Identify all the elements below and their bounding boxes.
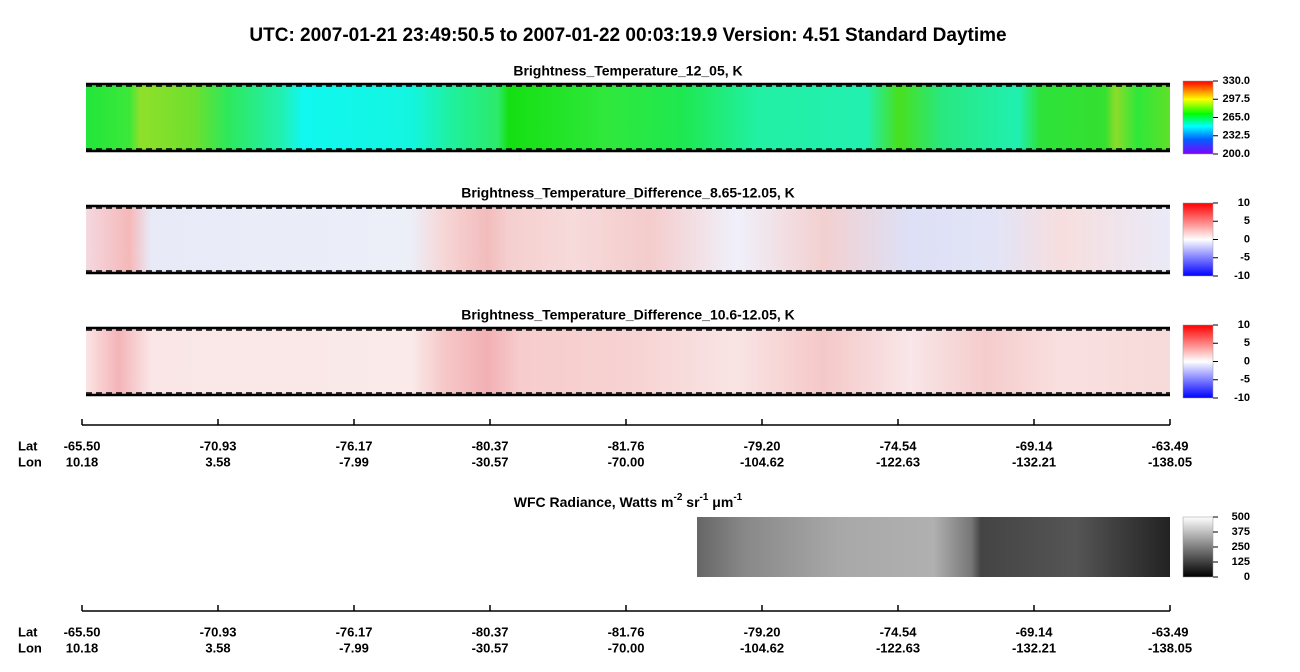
page-title: UTC: 2007-01-21 23:49:50.5 to 2007-01-22… xyxy=(249,25,1006,46)
axis-row-label: Lat xyxy=(18,624,38,639)
panel-image xyxy=(86,206,1170,273)
lon-label: -70.00 xyxy=(608,640,645,655)
title-part: sr xyxy=(682,494,700,510)
lon-label: -70.00 xyxy=(608,454,645,469)
colorbar-label: 10 xyxy=(1238,197,1250,209)
colorbar-label: 0 xyxy=(1244,571,1250,583)
colorbar-label: -5 xyxy=(1240,252,1250,264)
superscript: -1 xyxy=(700,492,709,503)
lat-label: -74.54 xyxy=(880,624,918,639)
lon-label: -122.63 xyxy=(876,640,920,655)
axis-row-label: Lon xyxy=(18,640,42,655)
lat-label: -70.93 xyxy=(200,624,237,639)
lat-label: -81.76 xyxy=(608,438,645,453)
colorbar xyxy=(1182,516,1214,578)
colorbar-label: 10 xyxy=(1238,319,1250,331)
panel-image xyxy=(86,84,1170,151)
wfc-image xyxy=(697,517,1170,577)
colorbar-label: -10 xyxy=(1234,392,1250,404)
axis-row-label: Lat xyxy=(18,438,38,453)
lat-label: -76.17 xyxy=(336,438,373,453)
lon-label: 10.18 xyxy=(66,640,99,655)
lon-label: -104.62 xyxy=(740,454,784,469)
panel-title: Brightness_Temperature_Difference_8.65-1… xyxy=(461,185,795,201)
lon-label: -7.99 xyxy=(339,640,369,655)
colorbar-label: 0 xyxy=(1244,355,1250,367)
colorbar-label: 0 xyxy=(1244,233,1250,245)
lat-label: -65.50 xyxy=(64,438,101,453)
colorbar-label: 297.5 xyxy=(1222,93,1250,105)
superscript: -2 xyxy=(673,492,682,503)
lon-label: -138.05 xyxy=(1148,640,1192,655)
colorbar-label: 232.5 xyxy=(1222,130,1250,142)
lat-label: -70.93 xyxy=(200,438,237,453)
lon-label: 3.58 xyxy=(205,640,230,655)
colorbar-label: -10 xyxy=(1234,270,1250,282)
panel-title: WFC Radiance, Watts m-2 sr-1 μm-1 xyxy=(514,492,743,510)
lon-label: 3.58 xyxy=(205,454,230,469)
lat-label: -63.49 xyxy=(1152,624,1189,639)
lat-label: -79.20 xyxy=(744,624,781,639)
lon-label: -7.99 xyxy=(339,454,369,469)
lat-label: -76.17 xyxy=(336,624,373,639)
lon-label: -132.21 xyxy=(1012,640,1056,655)
lat-label: -69.14 xyxy=(1016,624,1054,639)
colorbar-label: 5 xyxy=(1244,337,1250,349)
lat-label: -69.14 xyxy=(1016,438,1054,453)
lon-label: -30.57 xyxy=(472,454,509,469)
lat-label: -81.76 xyxy=(608,624,645,639)
lat-label: -65.50 xyxy=(64,624,101,639)
title-part: WFC Radiance, Watts m xyxy=(514,494,674,510)
colorbar-label: 200.0 xyxy=(1222,148,1250,160)
panel-title: Brightness_Temperature_12_05, K xyxy=(513,63,742,79)
lat-label: -80.37 xyxy=(472,438,509,453)
lon-label: -104.62 xyxy=(740,640,784,655)
colorbar-label: 265.0 xyxy=(1222,111,1250,123)
superscript: -1 xyxy=(733,492,742,503)
colorbar xyxy=(1182,324,1214,399)
lon-label: -132.21 xyxy=(1012,454,1056,469)
lat-label: -80.37 xyxy=(472,624,509,639)
colorbar-label: 5 xyxy=(1244,215,1250,227)
lat-label: -63.49 xyxy=(1152,438,1189,453)
colorbar-label: 330.0 xyxy=(1222,75,1250,87)
colorbar-label: 500 xyxy=(1232,511,1250,523)
lon-label: 10.18 xyxy=(66,454,99,469)
colorbar-label: 375 xyxy=(1232,526,1250,538)
lon-label: -30.57 xyxy=(472,640,509,655)
colorbar-label: 125 xyxy=(1232,556,1250,568)
lat-label: -79.20 xyxy=(744,438,781,453)
lon-label: -138.05 xyxy=(1148,454,1192,469)
colorbar-label: 250 xyxy=(1232,541,1250,553)
title-part: μm xyxy=(708,494,733,510)
colorbar xyxy=(1182,80,1214,155)
colorbar-label: -5 xyxy=(1240,374,1250,386)
axis-row-label: Lon xyxy=(18,454,42,469)
lat-label: -74.54 xyxy=(880,438,918,453)
panel-image xyxy=(86,328,1170,395)
colorbar xyxy=(1182,202,1214,277)
lon-label: -122.63 xyxy=(876,454,920,469)
panel-title: Brightness_Temperature_Difference_10.6-1… xyxy=(461,307,795,323)
